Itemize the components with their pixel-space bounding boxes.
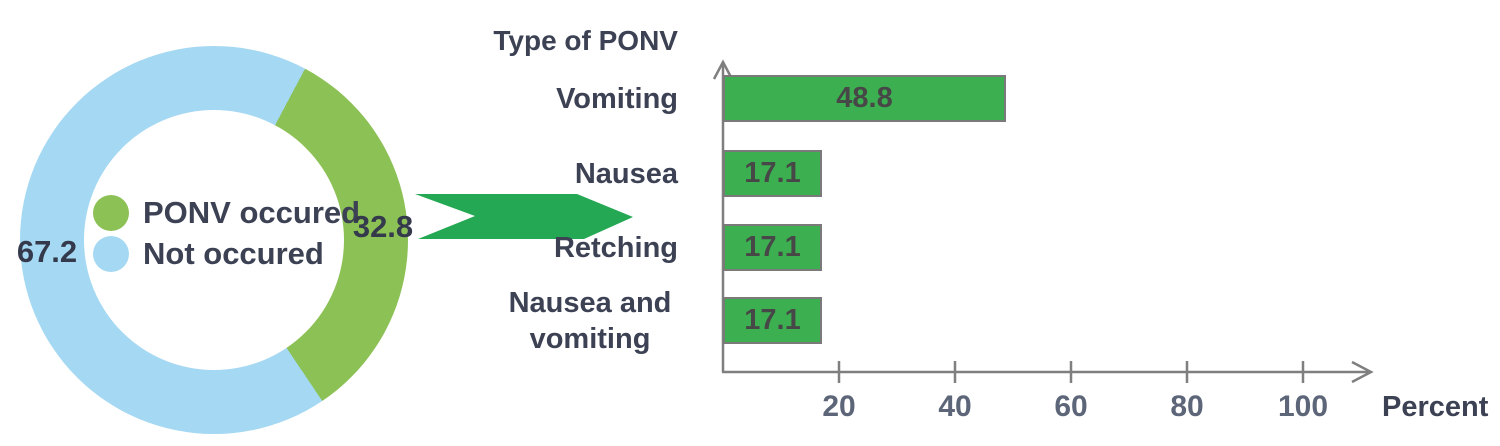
x-tick-label: 100 xyxy=(1277,390,1329,423)
donut-hole xyxy=(84,110,344,370)
category-label: Nausea and vomiting xyxy=(508,286,672,355)
legend-label-ponv-occured: PONV occured xyxy=(143,195,361,230)
bar-value-label: 17.1 xyxy=(744,231,801,263)
x-tick-label: 60 xyxy=(1054,390,1088,423)
legend-swatch-not-occured-icon xyxy=(93,236,129,272)
bar: 17.1 xyxy=(723,224,822,271)
legend-label-not-occured: Not occured xyxy=(143,236,324,271)
donut-value-not-occured: 67.2 xyxy=(16,234,78,269)
y-axis-arrowhead-icon xyxy=(712,59,734,80)
legend-swatch-ponv-occured-icon xyxy=(93,195,129,231)
category-label: Retching xyxy=(553,231,678,264)
bar: 17.1 xyxy=(723,150,822,197)
x-axis-title: Percent xyxy=(1382,391,1489,423)
bar-value-label: 17.1 xyxy=(744,304,801,336)
bar: 48.8 xyxy=(723,75,1006,122)
x-axis-ticks xyxy=(837,361,1305,383)
bar: 17.1 xyxy=(723,297,822,344)
donut-value-ponv-occured: 32.8 xyxy=(352,209,414,244)
x-tick-label: 40 xyxy=(938,390,972,423)
category-label: Nausea xyxy=(574,157,678,190)
x-tick-label: 80 xyxy=(1170,390,1204,423)
chart-title: Type of PONV xyxy=(493,25,678,56)
category-label: Vomiting xyxy=(556,82,678,115)
bar-value-label: 48.8 xyxy=(836,82,893,114)
bar-value-label: 17.1 xyxy=(744,157,801,189)
legend-item-ponv-occured: PONV occured xyxy=(93,195,360,231)
x-tick-label: 20 xyxy=(822,390,856,423)
legend-item-not-occured: Not occured xyxy=(93,236,360,272)
x-axis-arrowhead-icon xyxy=(1351,360,1374,384)
donut-legend: PONV occured Not occured xyxy=(93,195,360,277)
